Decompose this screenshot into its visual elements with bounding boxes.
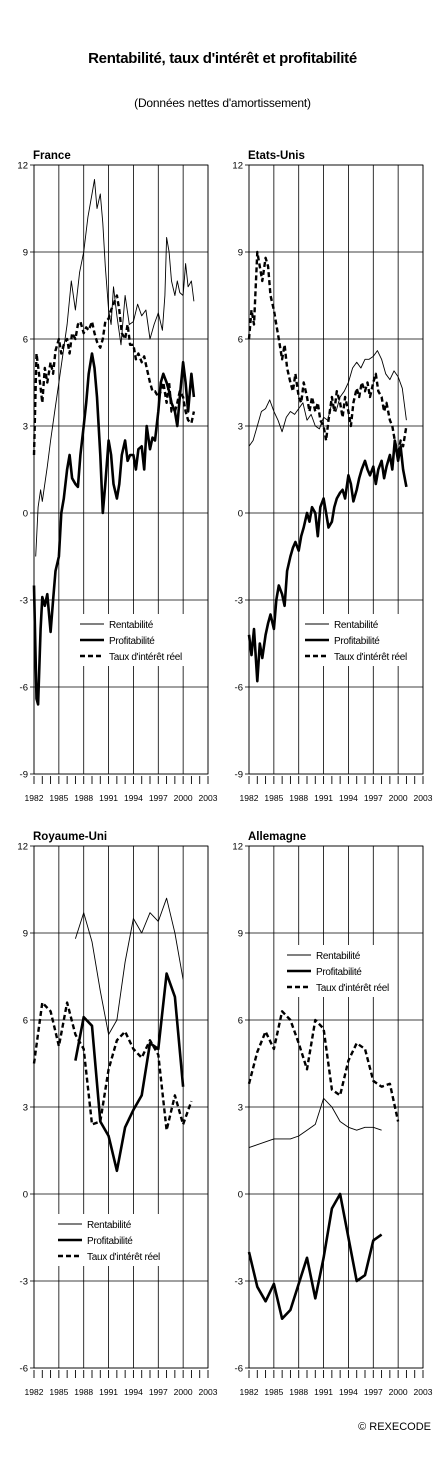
y-tick-label: 12 <box>232 842 243 853</box>
x-tick-label: 1994 <box>124 1387 143 1397</box>
x-tick-label: 2000 <box>389 1387 408 1397</box>
x-tick-label: 2000 <box>174 793 193 803</box>
x-tick-label: 1991 <box>314 1387 333 1397</box>
x-tick-label: 1985 <box>49 1387 68 1397</box>
x-tick-label: 1991 <box>314 793 333 803</box>
chart-title-royaume-uni: Royaume-Uni <box>33 831 107 843</box>
legend-label: Profitabilité <box>87 1236 133 1247</box>
page-title: Rentabilité, taux d'intérêt et profitabi… <box>0 50 445 67</box>
y-tick-label: 0 <box>238 1190 243 1201</box>
series-line-taux-d-interet-reel <box>34 296 194 456</box>
x-tick-label: 1988 <box>289 1387 308 1397</box>
y-tick-label: 0 <box>23 509 28 520</box>
chart-france: France 12 9 6 3 0 -3 -6 -9 1982 1985 1988 1991 1994 19… <box>0 140 222 815</box>
x-tick-label: 1982 <box>240 1387 259 1397</box>
x-tick-label: 1991 <box>99 1387 118 1397</box>
y-tick-label: 9 <box>238 248 243 259</box>
x-tick-label: 1982 <box>25 1387 44 1397</box>
copyright-credit: © REXECODE <box>358 1421 431 1433</box>
series-line-taux-d-interet-reel <box>34 1003 191 1131</box>
x-tick-label: 1988 <box>74 793 93 803</box>
series-line-rentabilite <box>36 180 194 557</box>
chart-etats-unis: Etats-Unis 12 9 6 3 0 -3 -6 -9 1982 1985 1988 1991 19… <box>215 140 437 815</box>
y-tick-label: 6 <box>23 1016 28 1027</box>
legend-label: Profitabilité <box>334 636 380 647</box>
x-tick-label: 1994 <box>124 793 143 803</box>
x-tick-label: 2003 <box>414 793 433 803</box>
legend-label: Rentabilité <box>316 951 361 962</box>
legend-label: Rentabilité <box>334 620 379 631</box>
legend-label: Profitabilité <box>109 636 155 647</box>
y-tick-label: 6 <box>238 1016 243 1027</box>
legend-label: Rentabilité <box>87 1220 132 1231</box>
x-tick-label: 1997 <box>149 1387 168 1397</box>
x-tick-label: 1988 <box>74 1387 93 1397</box>
y-tick-label: -3 <box>20 596 28 607</box>
x-tick-label: 1985 <box>49 793 68 803</box>
y-tick-label: 3 <box>23 422 28 433</box>
x-tick-label: 1985 <box>264 793 283 803</box>
chart-title-france: France <box>33 150 71 162</box>
chart-royaume-uni: Royaume-Uni 12 9 6 3 0 -3 -6 1982 1985 1988 1991 199… <box>0 823 222 1405</box>
x-tick-label: 2000 <box>389 793 408 803</box>
y-tick-label: 6 <box>23 335 28 346</box>
x-tick-label: 1994 <box>339 793 358 803</box>
y-tick-label: -3 <box>235 1277 243 1288</box>
page-subtitle: (Données nettes d'amortissement) <box>0 96 445 110</box>
x-tick-label: 1985 <box>264 1387 283 1397</box>
x-tick-label: 2003 <box>414 1387 433 1397</box>
plot-frame <box>249 165 423 774</box>
x-tick-label: 1994 <box>339 1387 358 1397</box>
x-tick-label: 1997 <box>149 793 168 803</box>
series-line-taux-d-interet-reel <box>249 252 406 455</box>
x-tick-label: 1997 <box>364 1387 383 1397</box>
y-tick-label: -6 <box>235 1364 243 1375</box>
series-line-rentabilite <box>75 898 183 1034</box>
y-tick-label: -6 <box>20 683 28 694</box>
chart-title-etats-unis: Etats-Unis <box>248 150 305 162</box>
legend-label: Profitabilité <box>316 967 362 978</box>
chart-title-allemagne: Allemagne <box>248 831 306 843</box>
series-line-profitabilite <box>75 974 183 1171</box>
y-tick-label: -9 <box>235 770 243 781</box>
y-tick-label: 12 <box>17 842 28 853</box>
y-tick-label: -6 <box>20 1364 28 1375</box>
x-tick-label: 1997 <box>364 793 383 803</box>
y-tick-label: 9 <box>23 929 28 940</box>
y-tick-label: -3 <box>20 1277 28 1288</box>
y-tick-label: 9 <box>238 929 243 940</box>
y-tick-label: -6 <box>235 683 243 694</box>
y-tick-label: 0 <box>238 509 243 520</box>
series-line-rentabilite <box>249 1098 382 1147</box>
legend-label: Taux d'intérêt réel <box>109 652 182 663</box>
chart-allemagne: Allemagne 12 9 6 3 0 -3 -6 1982 1985 1988 1991 1994 1… <box>215 823 437 1405</box>
series-line-profitabilite <box>249 1194 382 1319</box>
y-tick-label: 3 <box>238 1103 243 1114</box>
y-tick-label: 12 <box>17 161 28 172</box>
legend-label: Taux d'intérêt réel <box>316 983 389 994</box>
x-tick-label: 1982 <box>25 793 44 803</box>
x-tick-label: 1988 <box>289 793 308 803</box>
legend-label: Taux d'intérêt réel <box>87 1252 160 1263</box>
y-tick-label: 12 <box>232 161 243 172</box>
x-tick-label: 1991 <box>99 793 118 803</box>
y-tick-label: 9 <box>23 248 28 259</box>
legend-label: Rentabilité <box>109 620 154 631</box>
y-tick-label: 3 <box>238 422 243 433</box>
y-tick-label: 6 <box>238 335 243 346</box>
y-tick-label: 0 <box>23 1190 28 1201</box>
x-tick-label: 1982 <box>240 793 259 803</box>
y-tick-label: -9 <box>20 770 28 781</box>
legend-label: Taux d'intérêt réel <box>334 652 407 663</box>
x-tick-label: 2000 <box>174 1387 193 1397</box>
y-tick-label: 3 <box>23 1103 28 1114</box>
y-tick-label: -3 <box>235 596 243 607</box>
